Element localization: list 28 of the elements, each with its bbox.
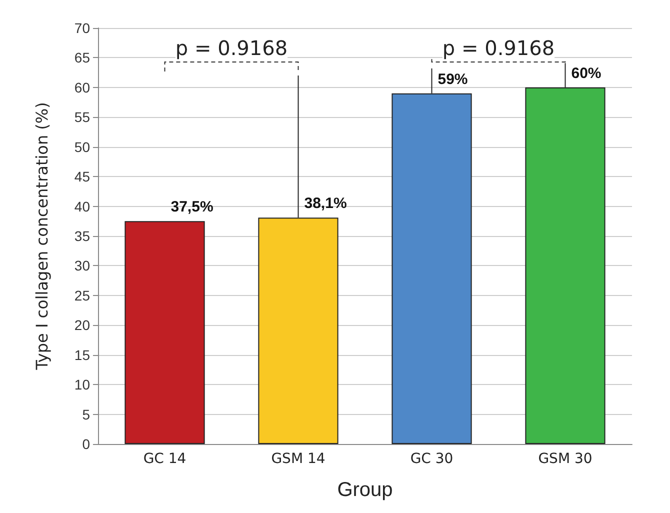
annotation: p = 0.9168 — [442, 36, 555, 60]
bar — [124, 221, 205, 444]
y-tick-label: 45 — [74, 168, 90, 185]
y-tick-label: 55 — [74, 109, 90, 126]
y-axis-title: Type I collagen concentration (%) — [32, 102, 52, 371]
y-tick-label: 50 — [74, 138, 90, 155]
y-tick-label: 70 — [74, 20, 90, 36]
x-tick-label: GSM 14 — [271, 451, 326, 467]
y-tick-label: 20 — [74, 317, 90, 334]
y-tick-label: 65 — [74, 50, 90, 66]
y-tick-label: 35 — [74, 228, 90, 244]
x-axis-title: Group — [337, 479, 393, 501]
y-tick-label: 5 — [82, 406, 90, 422]
data-label: 60% — [571, 64, 602, 82]
y-tick-label: 60 — [74, 79, 90, 96]
y-tick-label: 15 — [74, 346, 90, 363]
y-tick-label: 40 — [74, 198, 90, 214]
data-label: 37,5% — [170, 198, 214, 216]
y-tick-label: 25 — [74, 287, 90, 304]
x-tick-label: GSM 30 — [538, 451, 592, 467]
data-label: 59% — [438, 70, 468, 88]
annotation: p = 0.9168 — [175, 36, 288, 60]
x-tick-label: GC 30 — [410, 451, 454, 467]
y-tick-label: 0 — [82, 436, 90, 452]
y-tick-label: 10 — [74, 376, 90, 393]
data-label: 38,1% — [304, 195, 347, 212]
x-tick-label: GC 14 — [143, 451, 186, 467]
y-tick-label: 30 — [74, 258, 90, 274]
